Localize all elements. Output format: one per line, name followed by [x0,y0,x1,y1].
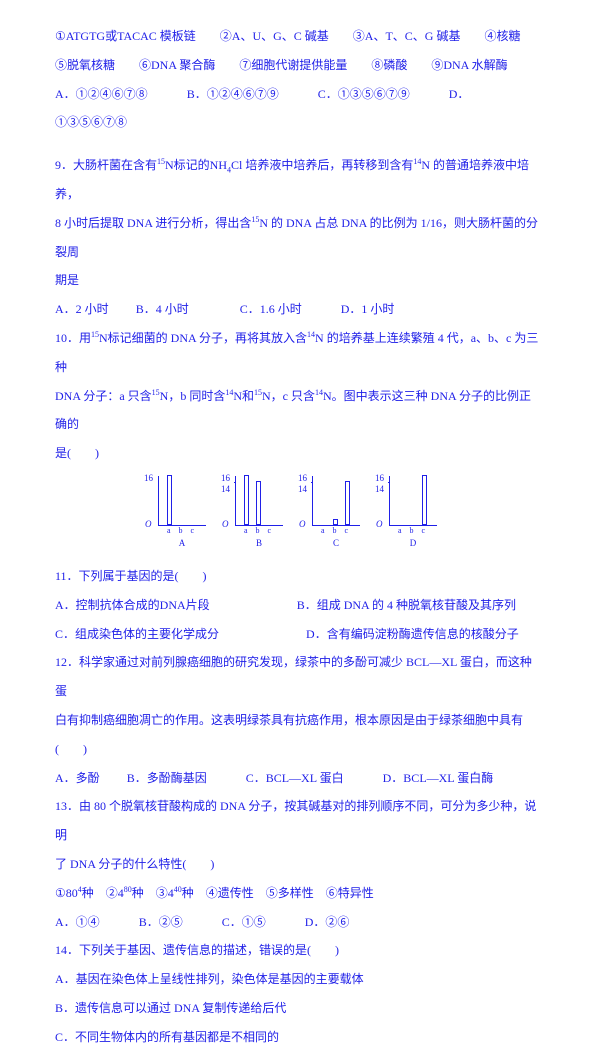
text: N和 [233,389,254,403]
chart-c: 16 14 O a b c C [309,476,364,548]
q11-opt-row1: A．控制抗体合成的DNA片段 B．组成 DNA 的 4 种脱氧核苷酸及其序列 [55,591,540,620]
q10-line2: DNA 分子：a 只含15N，b 同时含14N和15N，c 只含14N。图中表示… [55,382,540,440]
option-d: D．1 小时 [341,302,395,316]
text: DNA 分子：a 只含 [55,389,152,403]
option-b: B．②⑤ [139,915,183,929]
bar-b [256,481,261,525]
text: 8 小时后提取 DNA 进行分析，得出含 [55,216,251,230]
q13-line1: 13．由 80 个脱氧核苷酸构成的 DNA 分子，按其碱基对的排列顺序不同，可分… [55,792,540,850]
q11-opt-row2: C．组成染色体的主要化学成分 D．含有编码淀粉酶遗传信息的核酸分子 [55,620,540,649]
item-line: ⑤脱氧核糖 ⑥DNA 聚合酶 ⑦细胞代谢提供能量 ⑧磷酸 ⑨DNA 水解酶 [55,51,540,80]
option-d: D．含有编码淀粉酶遗传信息的核酸分子 [306,627,519,641]
bar-b [333,519,338,525]
option-c: C．BCL—XL 蛋白 [246,771,344,785]
option-c: C．组成染色体的主要化学成分 [55,627,219,641]
text: 种 ②4 [82,886,124,900]
option-a: A．①④ [55,915,100,929]
tick-icon [234,482,236,483]
tick-icon [388,482,390,483]
option-row: A．①②④⑥⑦⑧ B．①②④⑥⑦⑨ C．①③⑤⑥⑦⑨ D．①③⑤⑥⑦⑧ [55,80,540,138]
text: 10．用 [55,331,91,345]
bar-c [345,481,350,525]
bar-a [167,475,172,525]
option-b: B．4 小时 [136,302,189,316]
x-labels: a b c [167,527,197,535]
q13-numbered: ①804种 ②480种 ③440种 ④遗传性 ⑤多样性 ⑥特异性 [55,879,540,908]
text: 9．大肠杆菌在含有 [55,158,157,172]
option-a: A．①②④⑥⑦⑧ [55,87,148,101]
option-b: B．①②④⑥⑦⑨ [187,87,279,101]
y-max-label: 16 [375,474,384,483]
y-14-label: 14 [221,485,230,494]
chart-area: 16 O [158,476,206,526]
origin-label: O [145,520,152,529]
text: Cl 培养液中培养后，再转移到含有 [231,158,413,172]
spacer [55,137,540,151]
chart-label: D [410,539,417,548]
text: N，b 同时含 [160,389,226,403]
y-14-label: 14 [375,485,384,494]
option-b: B．遗传信息可以通过 DNA 复制传递给后代 [55,994,540,1023]
chart-label: A [179,539,186,548]
option-b: B．组成 DNA 的 4 种脱氧核苷酸及其序列 [297,598,516,612]
chart-area: 16 14 O [312,476,360,526]
bar-c [422,475,427,525]
q12-line2: 白有抑制癌细胞凋亡的作用。这表明绿茶具有抗癌作用，根本原因是由于绿茶细胞中具有 [55,706,540,735]
y-max-label: 16 [144,474,153,483]
q13-options: A．①④ B．②⑤ C．①⑤ D．②⑥ [55,908,540,937]
q12-line3: ( ) [55,735,540,764]
option-a: A．多酚 [55,771,100,785]
q14-stem: 14．下列关于基因、遗传信息的描述，错误的是( ) [55,936,540,965]
x-labels: a b c [321,527,351,535]
origin-label: O [222,520,229,529]
text: ①80 [55,886,78,900]
q10-line1: 10．用15N标记细菌的 DNA 分子，再将其放入含14N 的培养基上连续繁殖 … [55,324,540,382]
text: 种 ③4 [132,886,174,900]
option-c: C．①⑤ [222,915,266,929]
origin-label: O [299,520,306,529]
q12-options: A．多酚 B．多酚酶基因 C．BCL—XL 蛋白 D．BCL—XL 蛋白酶 [55,764,540,793]
q9-options: A．2 小时 B．4 小时 C．1.6 小时 D．1 小时 [55,295,540,324]
y-max-label: 16 [221,474,230,483]
option-a: A．2 小时 [55,302,109,316]
chart-b: 16 14 O a b c B [232,476,287,548]
text: 种 ④遗传性 ⑤多样性 ⑥特异性 [182,886,374,900]
q13-line2: 了 DNA 分子的什么特性( ) [55,850,540,879]
chart-d: 16 14 O a b c D [386,476,441,548]
q12-line1: 12．科学家通过对前列腺癌细胞的研究发现，绿茶中的多酚可减少 BCL—XL 蛋白… [55,648,540,706]
q9-line1: 9．大肠杆菌在含有15N标记的NH4Cl 培养液中培养后，再转移到含有14N 的… [55,151,540,209]
item-line: ①ATGTG或TACAC 模板链 ②A、U、G、C 碱基 ③A、T、C、G 碱基… [55,22,540,51]
chart-label: C [333,539,339,548]
q11-stem: 11．下列属于基因的是( ) [55,562,540,591]
q9-line3: 期是 [55,266,540,295]
q10-line3: 是( ) [55,439,540,468]
chart-a: 16 O a b c A [155,476,210,548]
option-c: C．1.6 小时 [240,302,302,316]
option-c: C．①③⑤⑥⑦⑨ [318,87,410,101]
y-14-label: 14 [298,485,307,494]
origin-label: O [376,520,383,529]
x-labels: a b c [398,527,428,535]
x-labels: a b c [244,527,274,535]
y-max-label: 16 [298,474,307,483]
option-d: D．BCL—XL 蛋白酶 [383,771,494,785]
option-c: C．不同生物体内的所有基因都是不相同的 [55,1023,540,1052]
tick-icon [311,482,313,483]
chart-area: 16 14 O [235,476,283,526]
bar-a [244,475,249,525]
chart-label: B [256,539,262,548]
option-b: B．多酚酶基因 [127,771,207,785]
chart-row: 16 O a b c A 16 14 O a b c B [55,476,540,548]
option-a: A．控制抗体合成的DNA片段 [55,598,210,612]
document-page: ①ATGTG或TACAC 模板链 ②A、U、G、C 碱基 ③A、T、C、G 碱基… [0,0,595,1052]
text: N，c 只含 [262,389,315,403]
q9-line2: 8 小时后提取 DNA 进行分析，得出含15N 的 DNA 占总 DNA 的比例… [55,209,540,267]
text: N标记细菌的 DNA 分子，再将其放入含 [99,331,307,345]
option-d: D．②⑥ [305,915,350,929]
text: N标记的NH [165,158,227,172]
option-a: A．基因在染色体上呈线性排列，染色体是基因的主要载体 [55,965,540,994]
chart-area: 16 14 O [389,476,437,526]
